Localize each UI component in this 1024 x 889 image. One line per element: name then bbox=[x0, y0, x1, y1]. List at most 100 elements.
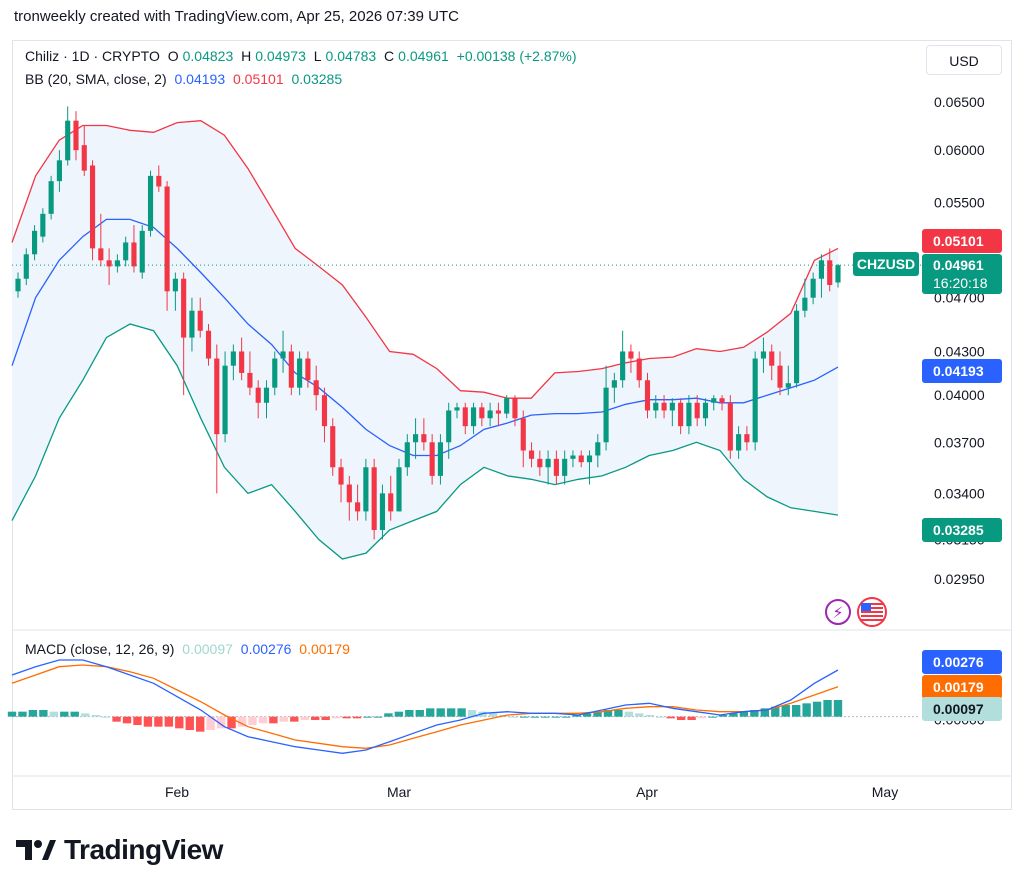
countdown-badge: 16:20:18 bbox=[933, 275, 988, 291]
macd-histogram-bar bbox=[687, 716, 696, 720]
price-tick-label: 0.04300 bbox=[934, 343, 985, 359]
bb-upper-value: 0.05101 bbox=[233, 71, 284, 87]
macd-histogram-bar bbox=[405, 710, 414, 717]
macd-histogram-bar bbox=[551, 716, 560, 718]
macd-histogram-bar bbox=[593, 711, 602, 717]
macd-histogram-bar bbox=[467, 710, 477, 717]
macd-histogram-bar bbox=[541, 716, 550, 718]
symbol-label[interactable]: Chiliz · 1D · CRYPTO bbox=[25, 48, 160, 64]
macd-histogram-bar bbox=[833, 700, 843, 717]
macd-histogram-bar bbox=[18, 711, 27, 717]
macd-histogram-bar bbox=[635, 713, 644, 717]
macd-histogram-bar bbox=[446, 708, 456, 717]
macd-histogram-bar bbox=[373, 716, 383, 718]
macd-hist-value: 0.00097 bbox=[182, 641, 233, 657]
macd-histogram-bar bbox=[185, 716, 194, 730]
bb-lower-badge-bg bbox=[922, 518, 1002, 542]
candle-body bbox=[479, 407, 485, 419]
macd-badge: 0.00276 bbox=[933, 654, 984, 670]
candle-body bbox=[636, 358, 642, 381]
candle-body bbox=[678, 402, 684, 427]
candle-body bbox=[313, 380, 319, 396]
time-tick-label: Mar bbox=[387, 784, 411, 800]
candle-body bbox=[172, 278, 178, 292]
candle-body bbox=[595, 442, 601, 456]
candle-body bbox=[346, 484, 352, 503]
macd-histogram-bar bbox=[143, 716, 153, 727]
signal-badge-bg bbox=[922, 675, 1002, 699]
macd-histogram-bar bbox=[227, 716, 236, 729]
macd-histogram-bar bbox=[112, 716, 121, 722]
macd-histogram-bar bbox=[164, 716, 174, 727]
macd-histogram-bar bbox=[28, 710, 38, 717]
macd-histogram-bar bbox=[133, 716, 142, 725]
macd-histogram-bar bbox=[196, 716, 205, 732]
time-tick-label: Feb bbox=[165, 784, 189, 800]
currency-button[interactable]: USD bbox=[926, 45, 1002, 75]
bb-legend: BB (20, SMA, close, 2) 0.04193 0.05101 0… bbox=[25, 71, 346, 87]
candle-body bbox=[802, 297, 808, 311]
candle-body bbox=[760, 351, 767, 359]
candle-body bbox=[785, 383, 791, 388]
candle-body bbox=[719, 398, 725, 403]
macd-histogram-bar bbox=[7, 711, 17, 717]
tradingview-logo-text: TradingView bbox=[64, 834, 223, 865]
candle-body bbox=[363, 467, 369, 512]
macd-histogram-bar bbox=[802, 703, 811, 717]
candle-body bbox=[379, 493, 386, 531]
candle-body bbox=[578, 455, 584, 463]
macd-histogram-bar bbox=[509, 716, 519, 718]
macd-histogram-bar bbox=[342, 716, 351, 719]
candle-body bbox=[31, 230, 38, 255]
candle-body bbox=[65, 120, 71, 161]
macd-histogram-bar bbox=[60, 711, 69, 717]
candle-body bbox=[437, 442, 443, 476]
candle-body bbox=[297, 358, 303, 388]
tradingview-logo: TradingView bbox=[16, 832, 223, 868]
macd-histogram-bar bbox=[122, 716, 132, 724]
open-label: O bbox=[167, 48, 179, 64]
macd-histogram-bar bbox=[656, 716, 665, 718]
candle-body bbox=[40, 213, 46, 237]
macd-histogram-bar bbox=[436, 708, 445, 717]
macd-histogram-bar bbox=[624, 711, 634, 717]
macd-histogram-bar bbox=[415, 710, 424, 717]
candle-body bbox=[371, 467, 377, 531]
price-tick-label: 0.04000 bbox=[934, 387, 985, 403]
candle-body bbox=[512, 398, 518, 419]
candle-body bbox=[562, 458, 568, 476]
candle-body bbox=[98, 248, 104, 261]
bb-label[interactable]: BB (20, SMA, close, 2) bbox=[25, 71, 167, 87]
price-tick-label: 0.06500 bbox=[934, 94, 985, 110]
macd-histogram-bar bbox=[614, 710, 623, 717]
price-badge-bg bbox=[922, 254, 1002, 294]
macd-histogram-bar bbox=[488, 713, 498, 717]
price-badges: 0.05101 0.04961 16:20:18 CHZUSD 0.04193 0.032… bbox=[825, 229, 1002, 721]
candle-body bbox=[769, 351, 775, 366]
candle-body bbox=[744, 434, 750, 443]
macd-label[interactable]: MACD (close, 12, 26, 9) bbox=[25, 641, 175, 657]
macd-histogram-bar bbox=[729, 713, 738, 717]
candle-body bbox=[230, 351, 236, 366]
price-tick-label: 0.03700 bbox=[934, 434, 985, 450]
macd-histogram-bar bbox=[311, 716, 320, 720]
macd-badge-bg bbox=[922, 650, 1002, 674]
candle-body bbox=[487, 410, 493, 419]
bb-fill bbox=[12, 120, 838, 559]
macd-histogram-bar bbox=[352, 716, 362, 719]
macd-histogram-bar bbox=[175, 716, 184, 729]
us-flag-stripe bbox=[861, 615, 883, 617]
candle-body bbox=[611, 380, 617, 388]
bollinger-bands bbox=[11, 120, 839, 560]
macd-histogram-bar bbox=[791, 705, 801, 717]
macd-histogram-bar bbox=[426, 708, 435, 717]
macd-histogram-bar bbox=[101, 716, 111, 718]
candle-body bbox=[528, 450, 535, 459]
candle-body bbox=[686, 402, 692, 427]
macd-histogram-bar bbox=[300, 716, 309, 720]
price-tick-label: 0.02950 bbox=[934, 571, 985, 587]
bb-upper-line bbox=[11, 120, 839, 399]
macd-legend: MACD (close, 12, 26, 9) 0.00097 0.00276 … bbox=[25, 641, 354, 657]
high-label: H bbox=[241, 48, 252, 64]
